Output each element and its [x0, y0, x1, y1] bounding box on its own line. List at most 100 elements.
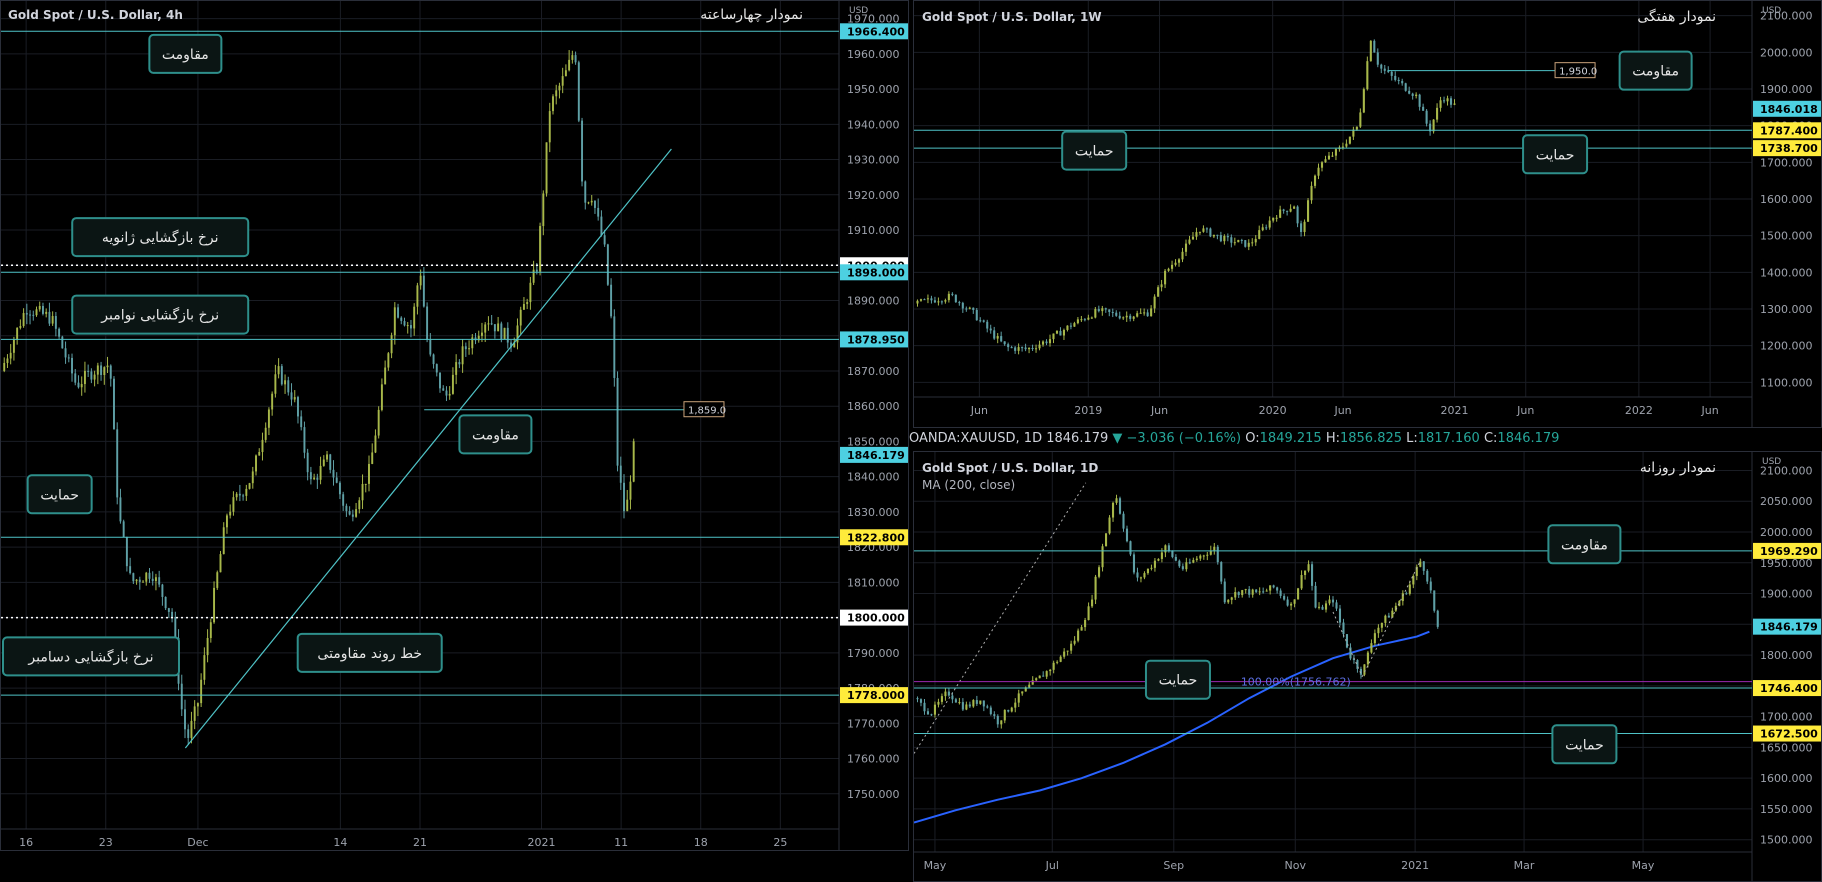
candle-body [406, 325, 409, 327]
price-tag-bg [1753, 725, 1821, 742]
candle-body [1035, 348, 1038, 350]
candle-body [923, 299, 926, 301]
candle-body [930, 298, 933, 301]
chart-panel-daily[interactable]: 1500.000 1550.000 1600.000 1650.000 1700.000… [913, 451, 1822, 882]
candle-body [1244, 240, 1247, 247]
candle-body [348, 511, 351, 515]
candle-body [1150, 308, 1153, 317]
candle-body [481, 332, 483, 336]
candle-body [1129, 315, 1132, 319]
candle-body [1370, 643, 1373, 653]
candle-body [632, 441, 635, 482]
candle-body [1070, 643, 1073, 651]
candle-body [1366, 61, 1369, 90]
candle-body [1195, 232, 1198, 237]
candle-body [458, 362, 461, 365]
ray-level-tag-bg [683, 401, 725, 418]
candle-body [1296, 206, 1299, 224]
candle-body [345, 505, 348, 512]
candle-body [1077, 630, 1080, 641]
candle-body [1429, 123, 1432, 132]
callout-box [26, 474, 93, 515]
time-tick-label: Jun [1333, 404, 1351, 417]
chart-4h-canvas[interactable]: 1750.0001760.0001770.0001780.0001790.000… [1, 1, 909, 851]
candle-body [555, 90, 558, 97]
candle-body [989, 707, 992, 715]
price-tick-label: 1500.000 [1760, 834, 1813, 847]
time-tick-label: 14 [333, 836, 347, 849]
candle-body [519, 309, 522, 326]
candle-body [972, 700, 975, 707]
candle-body [1118, 315, 1121, 319]
chart-daily-canvas[interactable]: 1500.000 1550.000 1600.000 1650.000 1700.000… [914, 452, 1822, 882]
time-tick-label: Nov [1285, 859, 1307, 872]
candle-body [445, 390, 448, 396]
candle-body [316, 477, 319, 480]
candle-body [1111, 311, 1114, 313]
candle-body [67, 357, 70, 359]
price-tick-label: 1700.000 [1760, 156, 1813, 169]
candle-body [1369, 40, 1372, 62]
price-tag-bg [1753, 140, 1821, 157]
candle-body [58, 328, 61, 337]
candle-body [1024, 687, 1027, 692]
candle-body [1035, 678, 1038, 681]
candle-body [96, 365, 99, 375]
chart-panel-weekly[interactable]: 1100.000 1200.000 1300.000 1400.000 1500.000… [913, 0, 1822, 428]
price-tag-label: 1969.290 [1760, 545, 1818, 558]
callout-box [148, 33, 223, 74]
candle-body [439, 372, 441, 389]
candle-body [1122, 317, 1125, 319]
candle-body [497, 323, 500, 332]
candle-body [1111, 502, 1115, 518]
candle-body [916, 300, 919, 304]
candle-body [374, 435, 377, 453]
candle-body [1303, 221, 1306, 232]
candle-body [384, 367, 387, 385]
fib-extension-line [1332, 611, 1363, 677]
callout-text: حمایت [40, 487, 79, 503]
candle-body [1045, 671, 1048, 677]
candle-body [1188, 239, 1191, 244]
candle-body [1363, 664, 1366, 675]
candle-body [584, 181, 587, 203]
candle-body [1317, 606, 1321, 608]
callout-box [1522, 134, 1589, 175]
candle-body [1174, 262, 1177, 265]
candle-body [200, 679, 203, 704]
chart-panel-4h[interactable]: 1750.0001760.0001770.0001780.0001790.000… [0, 0, 909, 851]
time-tick-label: 2021 [1441, 404, 1469, 417]
candle-body [1282, 209, 1285, 211]
price-tag-bg [1753, 542, 1821, 559]
candle-body [267, 409, 270, 428]
candle-body [516, 325, 519, 343]
price-tick-label: 1860.000 [847, 400, 900, 413]
candle-body [1408, 90, 1411, 94]
price-tag-bg [840, 446, 908, 463]
candle-body [532, 269, 535, 283]
price-tag-label: 1778.000 [847, 689, 905, 702]
candle-body [1108, 517, 1111, 534]
candle-body [1286, 210, 1289, 212]
candle-body [151, 578, 154, 582]
time-tick-label: Jun [1150, 404, 1168, 417]
candle-body [1283, 595, 1286, 600]
candle-body [216, 572, 219, 588]
candle-body [1391, 610, 1394, 618]
candle-body [338, 482, 341, 495]
candle-body [1439, 100, 1442, 108]
candle-body [1258, 591, 1261, 593]
candle-body [164, 596, 167, 609]
callout-text: مقاومت [1561, 537, 1608, 553]
candle-body [1167, 545, 1170, 551]
chart-weekly-canvas[interactable]: 1100.000 1200.000 1300.000 1400.000 1500.000… [914, 1, 1822, 428]
candle-body [1237, 592, 1240, 596]
candle-body [526, 302, 529, 305]
callout-box [1547, 524, 1622, 565]
candle-body [474, 337, 477, 341]
candle-body [71, 357, 73, 374]
candle-body [1338, 608, 1342, 623]
price-change: ▼ −3.036 (−0.16%) [1112, 431, 1242, 446]
time-tick-label: Jul [1045, 859, 1059, 872]
candle-body [593, 200, 596, 208]
